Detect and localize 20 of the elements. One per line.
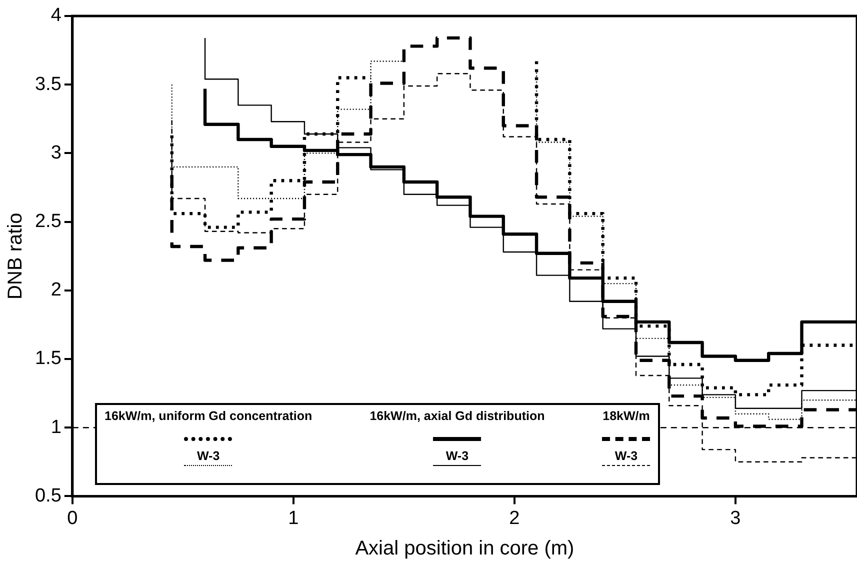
y-tick-label: 1.5	[34, 348, 62, 370]
y-tick-label: 2	[50, 280, 62, 301]
legend-label: W-3	[614, 448, 638, 463]
legend-label: W-3	[446, 448, 469, 463]
x-tick-label: 3	[730, 508, 741, 529]
legend-label: W-3	[196, 448, 220, 463]
x-tick-label: 1	[288, 508, 299, 529]
x-tick-label: 2	[509, 508, 520, 529]
annotation: 16kW/m, axial Gd distribution	[370, 408, 545, 423]
x-tick-label: 0	[67, 508, 78, 529]
annotation: 16kW/m, uniform Gd concentration	[104, 408, 312, 423]
annotation: 18kW/m	[602, 408, 650, 423]
y-tick-label: 3.5	[34, 74, 62, 95]
y-tick-label: 4	[50, 5, 62, 26]
y-tick-label: 3	[50, 142, 62, 164]
y-tick-label: 0.5	[34, 485, 62, 506]
y-tick-label: 2.5	[34, 211, 62, 232]
y-tick-label: 1	[50, 416, 62, 438]
y-axis-title: DNB ratio	[4, 212, 27, 300]
x-axis-title: Axial position in core (m)	[355, 538, 574, 560]
